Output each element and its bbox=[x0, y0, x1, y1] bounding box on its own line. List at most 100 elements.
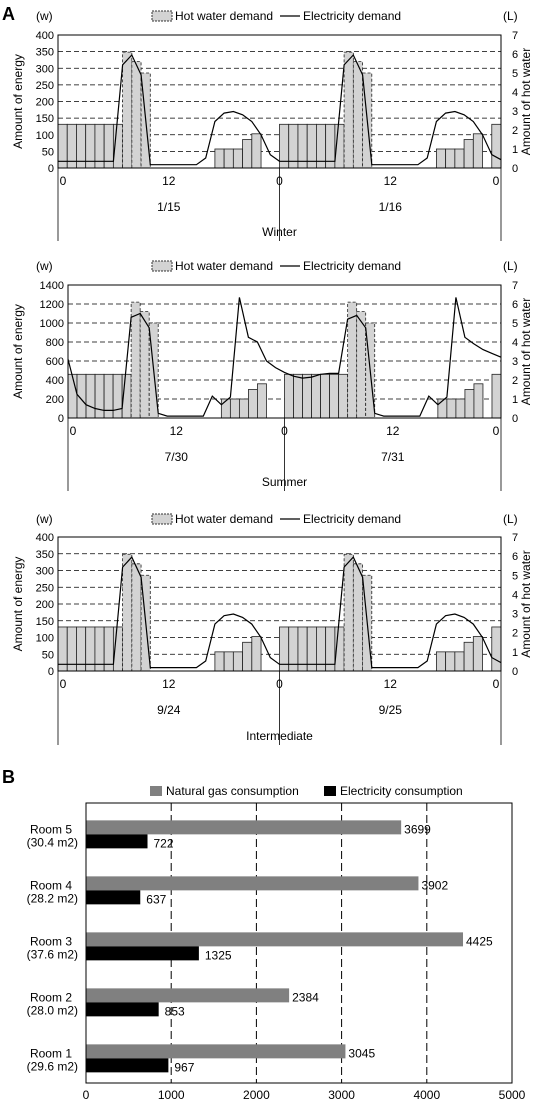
y-tick-left: 250 bbox=[36, 80, 54, 92]
x-tick-hour: 12 bbox=[384, 677, 398, 691]
legend-electricity-label: Electricity demand bbox=[303, 259, 401, 273]
legend-hot-water-swatch bbox=[151, 260, 173, 272]
bar-hot-water bbox=[112, 373, 123, 419]
panel-b-chart: Natural gas consumption Electricity consu… bbox=[27, 784, 526, 1102]
data-label-electricity: 1325 bbox=[205, 948, 232, 962]
x-tick: 0 bbox=[83, 1088, 90, 1102]
y-axis-title-right: Amount of hot water bbox=[519, 48, 533, 155]
bar-gas bbox=[86, 1044, 346, 1059]
chart-summer: Hot water demand Electricity demand (w) (L)… bbox=[11, 259, 533, 491]
category-area-label: (29.6 m2) bbox=[27, 1059, 78, 1073]
plot-frame bbox=[85, 802, 513, 1084]
bar-hot-water bbox=[232, 651, 243, 672]
bar-hot-water bbox=[229, 398, 240, 419]
y-tick-right: 2 bbox=[512, 125, 518, 137]
y-tick-left: 250 bbox=[36, 582, 54, 594]
y-tick-left: 300 bbox=[36, 566, 54, 578]
y-tick-left: 0 bbox=[58, 413, 64, 425]
chart-winter: Hot water demand Electricity demand (w) (L)… bbox=[11, 9, 533, 241]
bar-gas bbox=[86, 876, 419, 891]
bar-hot-water bbox=[122, 51, 133, 169]
y-tick-right: 0 bbox=[512, 413, 518, 425]
y-axis-title-left: Amount of energy bbox=[11, 54, 25, 149]
bar-hot-water bbox=[338, 373, 349, 419]
date-label: 1/15 bbox=[157, 200, 181, 214]
legend-gas-swatch bbox=[150, 786, 162, 796]
date-label: 1/16 bbox=[379, 200, 403, 214]
legend-elec-swatch bbox=[324, 786, 336, 796]
legend-electricity-label: Electricity demand bbox=[303, 512, 401, 526]
x-tick: 4000 bbox=[413, 1088, 440, 1102]
bar-hot-water bbox=[242, 641, 253, 672]
bar-gas bbox=[86, 988, 290, 1003]
x-tick-hour: 12 bbox=[384, 174, 398, 188]
y-axis-title-left: Amount of energy bbox=[11, 557, 25, 652]
data-label-electricity: 722 bbox=[154, 836, 174, 850]
y-tick-right: 5 bbox=[512, 570, 518, 582]
data-label-gas: 2384 bbox=[292, 990, 319, 1004]
y-tick-right: 1 bbox=[512, 144, 518, 156]
y-axis-title-right: Amount of hot water bbox=[519, 550, 533, 657]
y-tick-left: 600 bbox=[46, 356, 64, 368]
y-tick-left: 0 bbox=[48, 666, 54, 678]
y-tick-left: 200 bbox=[46, 394, 64, 406]
y-axis-title-left: Amount of energy bbox=[11, 304, 25, 399]
x-tick-hour: 0 bbox=[493, 174, 500, 188]
y-tick-right: 0 bbox=[512, 163, 518, 175]
bar-hot-water bbox=[214, 651, 225, 672]
bar-gas bbox=[86, 932, 464, 947]
bar-electricity bbox=[86, 834, 148, 849]
y-tick-right: 4 bbox=[512, 589, 518, 601]
bar-electricity bbox=[86, 890, 141, 905]
date-label: 7/31 bbox=[381, 450, 405, 464]
x-tick-hour: 12 bbox=[162, 677, 176, 691]
y-tick-right: 4 bbox=[512, 87, 518, 99]
data-label-electricity: 853 bbox=[165, 1004, 185, 1018]
y-tick-right: 2 bbox=[512, 628, 518, 640]
bar-hot-water bbox=[472, 636, 483, 672]
y-tick-right: 7 bbox=[512, 30, 518, 42]
x-tick: 5000 bbox=[499, 1088, 526, 1102]
bar-hot-water bbox=[311, 373, 321, 419]
y-tick-right: 6 bbox=[512, 551, 518, 563]
bar-hot-water bbox=[214, 148, 225, 169]
category-area-label: (28.2 m2) bbox=[27, 891, 78, 905]
unit-energy: (w) bbox=[36, 9, 53, 23]
legend-gas-label: Natural gas consumption bbox=[166, 784, 299, 798]
bar-electricity bbox=[86, 1002, 159, 1017]
bar-hot-water bbox=[232, 148, 243, 169]
category-label: Room 1 bbox=[30, 1046, 72, 1060]
y-tick-left: 350 bbox=[36, 549, 54, 561]
category-area-label: (37.6 m2) bbox=[27, 947, 78, 961]
bar-hot-water bbox=[251, 133, 262, 169]
bar-hot-water bbox=[302, 373, 312, 419]
legend-elec-label: Electricity consumption bbox=[340, 784, 463, 798]
y-tick-left: 400 bbox=[36, 532, 54, 544]
category-label: Room 5 bbox=[30, 822, 72, 836]
x-tick-hour: 0 bbox=[60, 174, 67, 188]
x-tick-hour: 12 bbox=[170, 424, 184, 438]
bar-hot-water bbox=[320, 373, 331, 419]
y-tick-left: 200 bbox=[36, 97, 54, 109]
data-label-gas: 3699 bbox=[404, 822, 431, 836]
y-tick-right: 1 bbox=[512, 647, 518, 659]
x-tick-hour: 12 bbox=[386, 424, 400, 438]
category-area-label: (28.0 m2) bbox=[27, 1003, 78, 1017]
bar-hot-water bbox=[94, 373, 105, 419]
line-electricity bbox=[58, 53, 502, 166]
y-tick-right: 6 bbox=[512, 49, 518, 61]
bar-hot-water bbox=[131, 563, 142, 672]
season-label: Summer bbox=[262, 475, 307, 489]
data-label-gas: 3902 bbox=[421, 878, 448, 892]
y-tick-right: 3 bbox=[512, 356, 518, 368]
bar-hot-water bbox=[445, 651, 456, 672]
bar-hot-water bbox=[343, 553, 354, 672]
chart-intermediate: Hot water demand Electricity demand (w) (L)… bbox=[11, 512, 533, 745]
y-tick-left: 150 bbox=[36, 113, 54, 125]
x-tick-hour: 0 bbox=[60, 677, 67, 691]
y-tick-right: 7 bbox=[512, 280, 518, 292]
y-tick-left: 400 bbox=[46, 375, 64, 387]
bar-hot-water bbox=[131, 61, 142, 169]
y-tick-right: 3 bbox=[512, 106, 518, 118]
